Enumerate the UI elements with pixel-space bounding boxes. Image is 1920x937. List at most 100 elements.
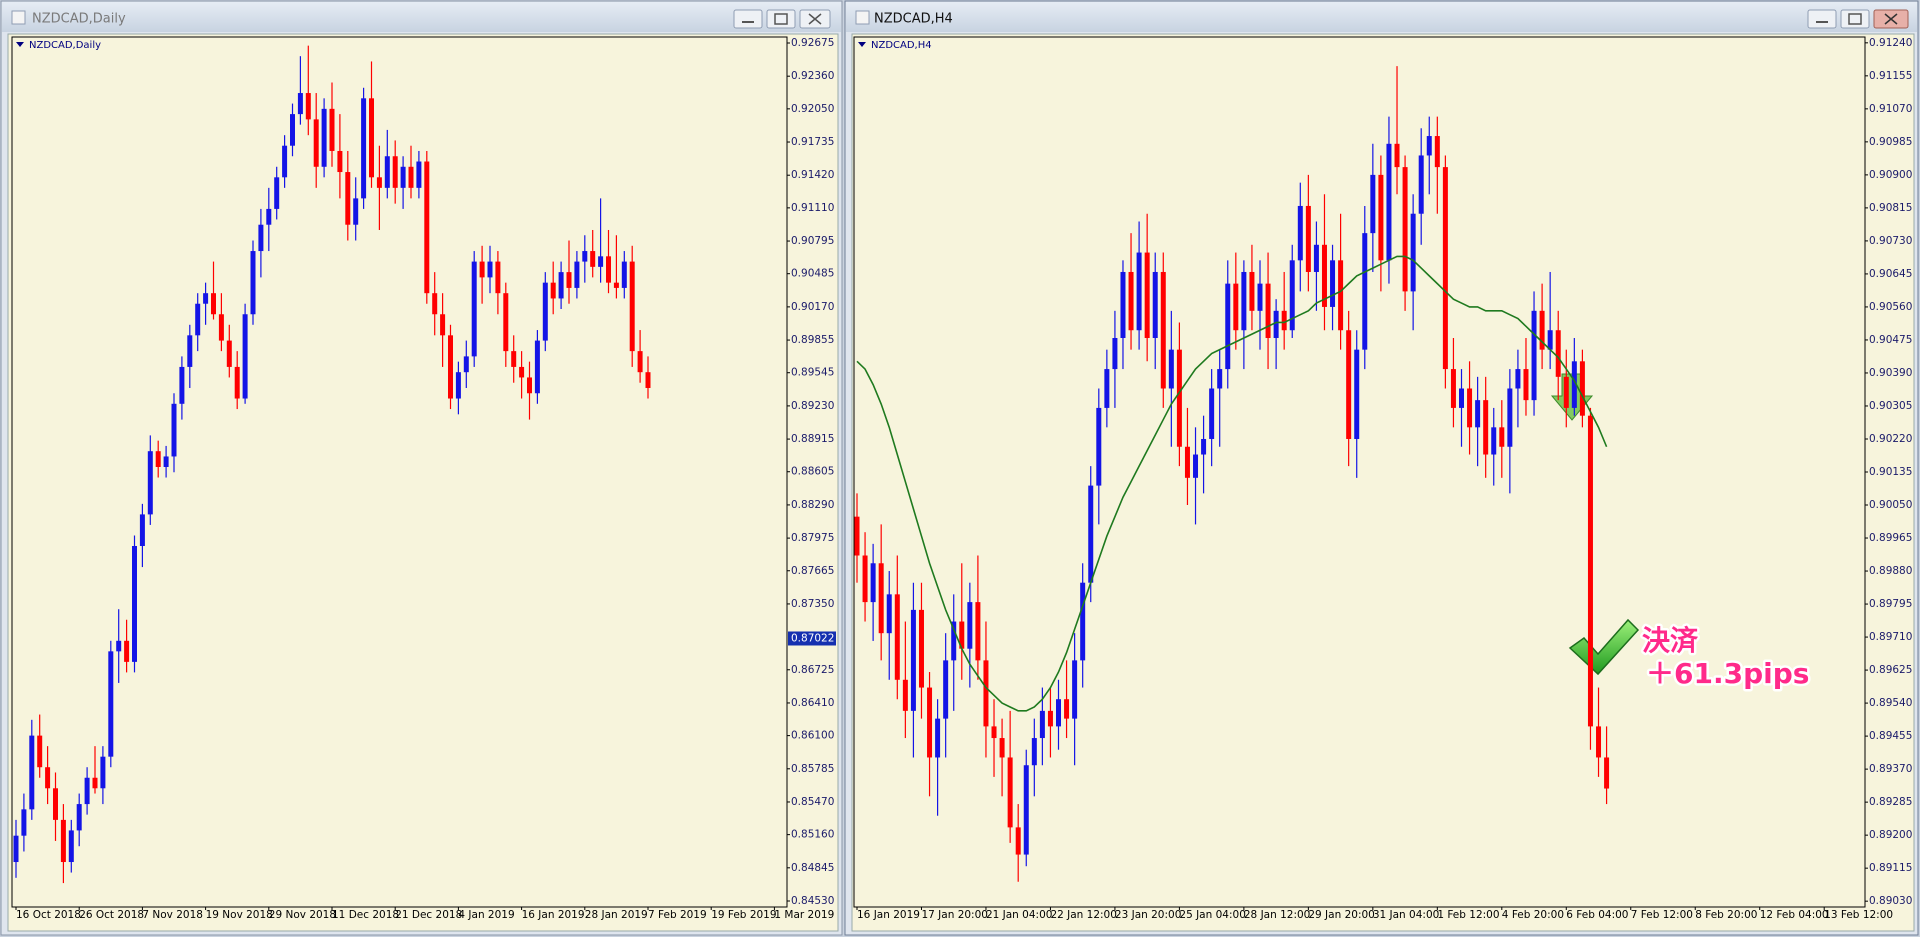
y-tick-label: 0.89030	[1869, 895, 1912, 907]
y-tick-label: 0.91155	[1869, 70, 1912, 82]
candle-body	[1168, 349, 1174, 389]
window-buttons[interactable]	[1807, 9, 1909, 29]
window-buttons[interactable]	[733, 9, 831, 29]
y-tick-label: 0.86100	[791, 730, 834, 742]
candle-body	[147, 451, 153, 515]
y-tick-label: 0.88915	[791, 433, 834, 445]
candle-body	[1007, 757, 1013, 828]
x-tick-label: 1 Feb 12:00	[1437, 909, 1499, 921]
candle-body	[226, 340, 232, 367]
symbol-label: NZDCAD,Daily	[29, 40, 101, 51]
candle-body	[234, 366, 240, 399]
candle-body	[242, 314, 248, 399]
candle-body	[305, 93, 311, 120]
candle-body	[582, 251, 588, 262]
candle-body	[29, 735, 35, 810]
candle-body	[1507, 388, 1513, 447]
candle-body	[1410, 213, 1416, 292]
x-tick-label: 6 Feb 04:00	[1566, 909, 1628, 921]
candle-body	[13, 835, 19, 863]
candle-body	[1015, 827, 1021, 855]
x-tick-label: 22 Jan 12:00	[1050, 909, 1116, 921]
maximize-button[interactable]	[1840, 9, 1870, 29]
candle-body	[1031, 738, 1037, 766]
candle-body	[951, 621, 957, 661]
x-tick-label: 7 Feb 2019	[648, 909, 707, 921]
minimize-button[interactable]	[733, 9, 763, 29]
maximize-button[interactable]	[766, 9, 796, 29]
candle-body	[124, 640, 130, 662]
candle-body	[613, 282, 619, 288]
candle-body	[1064, 699, 1070, 719]
candle-body	[84, 777, 90, 805]
x-tick-label: 7 Feb 12:00	[1631, 909, 1693, 921]
symbol-marker	[858, 42, 866, 47]
maximize-glyph	[1848, 13, 1862, 25]
candle-body	[448, 335, 453, 399]
candle-body	[1305, 205, 1311, 272]
candle-body	[503, 293, 509, 352]
candle-body	[959, 621, 965, 649]
candle-body	[100, 756, 106, 789]
candle-body	[60, 819, 66, 863]
candle-body	[376, 177, 382, 188]
candle-body	[935, 718, 941, 758]
candle-body	[1088, 485, 1094, 583]
y-tick-label: 0.90220	[1869, 433, 1912, 445]
candle-body	[967, 602, 973, 649]
candle-body	[1056, 699, 1061, 727]
candle-body	[1136, 252, 1142, 331]
candle-body	[1176, 349, 1182, 447]
candle-body	[155, 451, 161, 467]
candle-body	[1571, 361, 1577, 408]
candle-body	[862, 555, 868, 603]
candle-body	[645, 372, 651, 388]
candle-body	[218, 314, 224, 341]
y-tick-label: 0.89200	[1869, 829, 1912, 841]
candle-body	[290, 114, 295, 146]
y-tick-label: 0.89855	[791, 334, 834, 346]
price-label: 0.87022	[791, 632, 834, 644]
candle-body	[558, 272, 564, 299]
candle-body	[1523, 369, 1529, 401]
candle-body	[1386, 143, 1392, 261]
candle-body	[1499, 427, 1505, 447]
y-tick-label: 0.89625	[1869, 664, 1912, 676]
candle-body	[629, 261, 635, 352]
minimize-button[interactable]	[1807, 9, 1837, 29]
y-tick-label: 0.89455	[1869, 730, 1912, 742]
candle-body	[1193, 454, 1199, 478]
close-glyph	[1884, 13, 1898, 25]
candle-body	[487, 261, 493, 278]
y-tick-label: 0.89545	[791, 367, 834, 379]
y-tick-label: 0.89230	[791, 400, 834, 412]
candle-body	[471, 261, 477, 357]
candle-body	[550, 282, 556, 299]
candle-body	[424, 161, 430, 294]
candle-body	[1249, 271, 1255, 311]
candle-body	[337, 150, 343, 173]
candle-body	[1265, 283, 1271, 339]
candle-body	[1434, 136, 1440, 168]
y-tick-label: 0.90475	[1869, 334, 1912, 346]
y-tick-label: 0.85470	[791, 796, 834, 808]
x-tick-label: 13 Feb 12:00	[1824, 909, 1893, 921]
candle-body	[910, 609, 916, 711]
candle-body	[1354, 349, 1360, 439]
y-tick-label: 0.86725	[791, 664, 834, 676]
candle-body	[1378, 174, 1384, 261]
y-tick-label: 0.90795	[791, 235, 834, 247]
y-tick-label: 0.91110	[791, 202, 834, 214]
candle-body	[282, 145, 288, 178]
candle-body	[463, 356, 469, 373]
close-glyph	[808, 13, 822, 25]
x-tick-label: 4 Jan 2019	[458, 909, 514, 921]
candle-body	[1394, 143, 1400, 168]
candle-body	[1547, 330, 1553, 350]
candle-body	[902, 679, 908, 711]
window-h4: NZDCAD,H4 NZDCAD,H4	[844, 0, 1919, 936]
x-tick-label: 4 Feb 20:00	[1502, 909, 1564, 921]
y-tick-label: 0.86410	[791, 697, 834, 709]
candle-body	[132, 546, 137, 662]
candle-body	[983, 660, 989, 727]
